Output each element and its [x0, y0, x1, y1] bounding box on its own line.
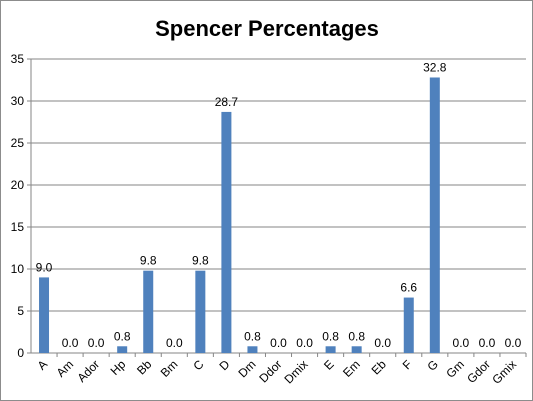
y-axis-tick-label: 10: [11, 262, 25, 276]
data-label-e: 0.8: [322, 329, 339, 343]
data-label-am: 0.0: [62, 336, 79, 350]
bar-d: [221, 111, 232, 353]
x-axis-tick-label-ddor: Ddor: [256, 357, 284, 385]
axes: [27, 58, 527, 357]
x-axis-tick-label-e: E: [321, 357, 337, 373]
x-axis-tick-label-d: D: [216, 357, 232, 373]
y-axis-tick-labels: 0 5 10 15 20 25 30 35: [11, 52, 25, 360]
data-label-dm: 0.8: [244, 329, 261, 343]
x-axis-tick-label-f: F: [400, 357, 415, 372]
data-labels: 9.0 0.0 0.0 0.8 9.8 0.0 9.8 28.7 0.8 0.0 0.0 0.8 0.8…: [36, 60, 522, 350]
x-axis-tick-label-am: Am: [54, 357, 77, 380]
data-label-dmix: 0.0: [296, 336, 313, 350]
gridlines: [31, 58, 526, 312]
bar-e: [325, 346, 336, 353]
x-axis-tick-label-em: Em: [340, 357, 363, 380]
data-label-ador: 0.0: [88, 336, 105, 350]
y-axis-tick-label: 5: [17, 304, 24, 318]
data-label-gdor: 0.0: [479, 336, 496, 350]
bar-c: [195, 270, 206, 353]
bar-dm: [247, 346, 258, 353]
bar-f: [403, 297, 414, 353]
x-axis-tick-label-eb: Eb: [369, 357, 390, 378]
data-label-g: 32.8: [423, 60, 447, 74]
x-axis-tick-label-a: A: [35, 357, 51, 373]
data-label-bm: 0.0: [166, 336, 183, 350]
x-axis-tick-label-gm: Gm: [443, 357, 467, 381]
data-label-bb: 9.8: [140, 254, 157, 268]
x-axis-tick-label-dm: Dm: [235, 357, 258, 380]
y-axis-tick-label: 30: [11, 94, 25, 108]
x-axis-tick-label-dmix: Dmix: [281, 357, 310, 386]
y-axis-tick-label: 25: [11, 136, 25, 150]
x-axis-tick-label-bb: Bb: [134, 357, 155, 378]
y-axis-tick-label: 20: [11, 178, 25, 192]
data-label-c: 9.8: [192, 254, 209, 268]
bar-hp: [117, 346, 128, 353]
data-label-f: 6.6: [400, 281, 417, 295]
y-axis-tick-label: 15: [11, 220, 25, 234]
x-axis-tick-label-bm: Bm: [158, 357, 181, 380]
x-axis-tick-label-gmix: Gmix: [489, 357, 519, 387]
chart-title: Spencer Percentages: [155, 16, 379, 41]
x-axis-tick-label-g: G: [424, 357, 441, 374]
data-label-eb: 0.0: [374, 336, 391, 350]
y-axis-tick-label: 0: [17, 346, 24, 360]
x-axis-tick-label-gdor: Gdor: [464, 357, 493, 386]
data-label-gmix: 0.0: [505, 336, 522, 350]
data-label-ddor: 0.0: [270, 336, 287, 350]
y-axis-tick-label: 35: [11, 52, 25, 66]
bars: [39, 77, 440, 353]
bar-a: [39, 277, 50, 353]
data-label-a: 9.0: [36, 260, 53, 274]
bar-g: [429, 77, 440, 353]
bar-bb: [143, 270, 154, 353]
x-axis-tick-label-hp: Hp: [108, 357, 129, 378]
data-label-d: 28.7: [215, 95, 239, 109]
x-axis-tick-label-ador: Ador: [74, 357, 102, 385]
bar-em: [351, 346, 362, 353]
data-label-em: 0.8: [348, 329, 365, 343]
x-axis-tick-label-c: C: [190, 357, 206, 373]
data-label-hp: 0.8: [114, 329, 131, 343]
data-label-gm: 0.0: [453, 336, 470, 350]
